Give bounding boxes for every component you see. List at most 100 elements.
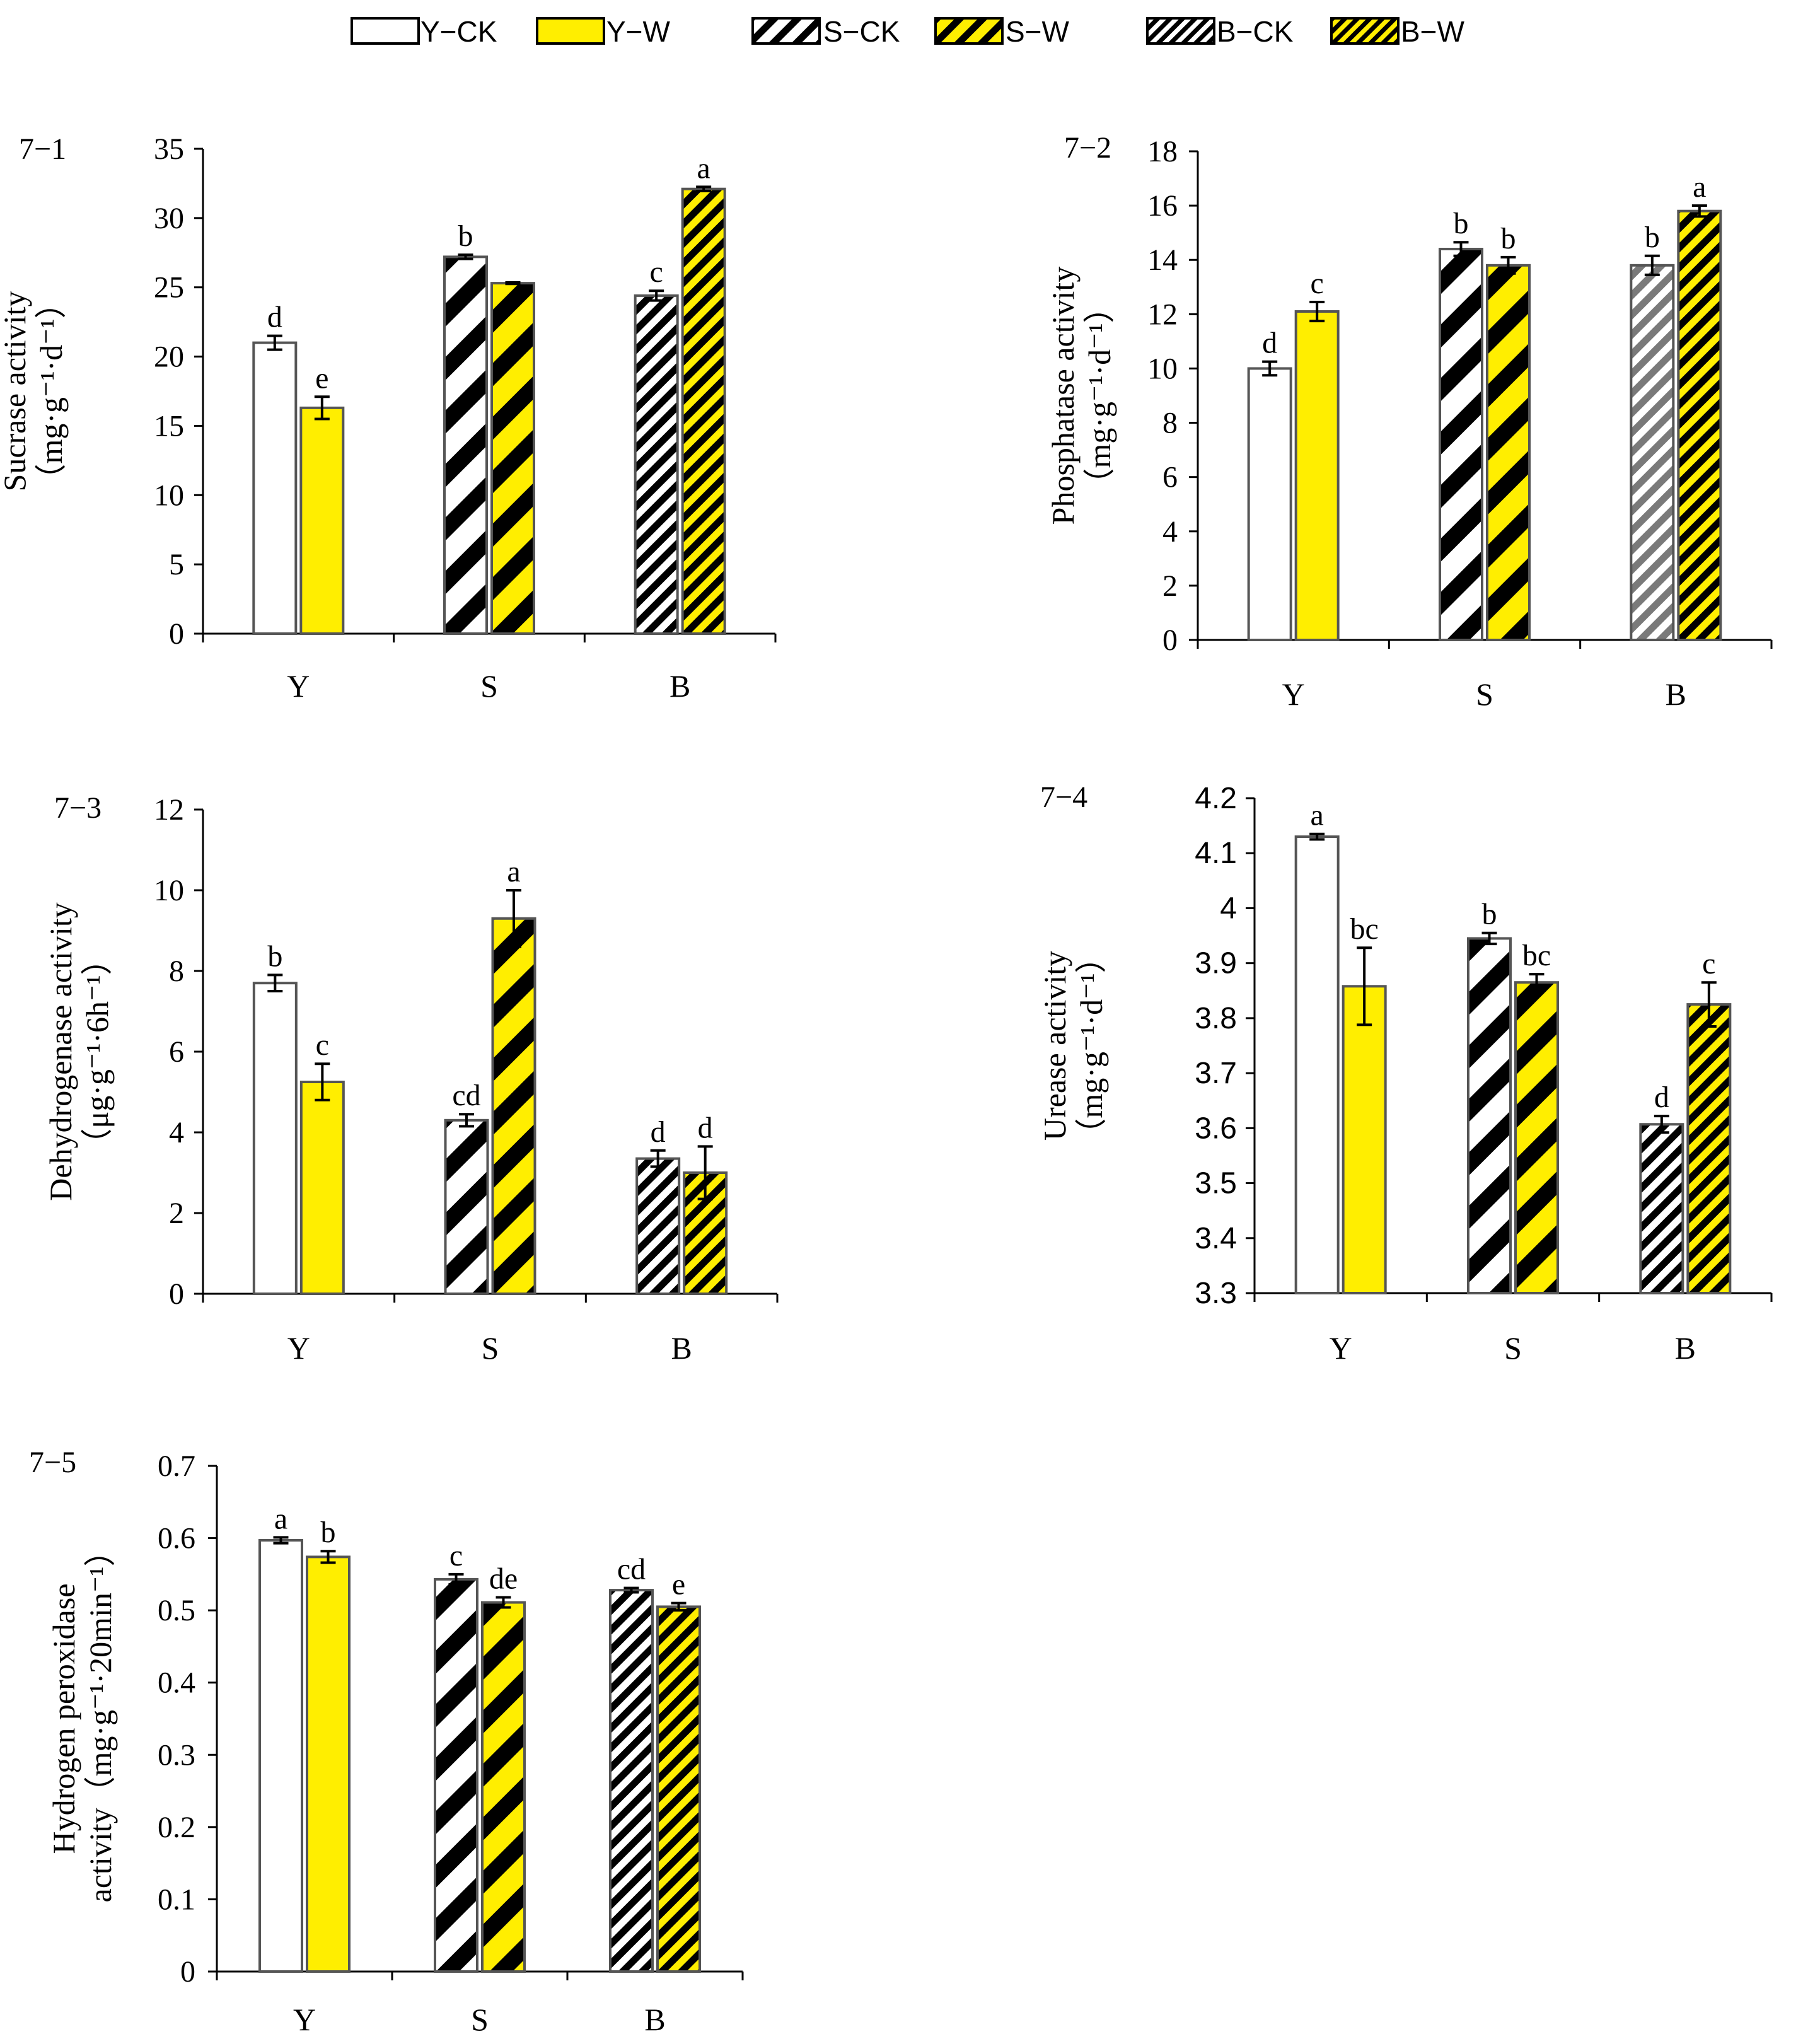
y-axis-title-line: Urease activity [1037, 951, 1072, 1141]
legend-label: B−W [1401, 15, 1465, 48]
y-tick-label: 8 [1162, 407, 1178, 440]
y-axis-title: Sucrase activity（mg·g⁻¹·d⁻¹） [0, 288, 69, 496]
legend-swatch-border [536, 17, 605, 45]
legend-swatch-border [751, 17, 821, 45]
x-category-label: S [1476, 677, 1493, 712]
significance-letter: b [1454, 207, 1469, 240]
x-category-label: S [1504, 1330, 1522, 1366]
y-tick-label: 16 [1147, 189, 1178, 223]
y-tick-label: 30 [154, 202, 184, 235]
legend-swatch-border [934, 17, 1004, 45]
significance-letter: a [507, 855, 520, 888]
x-category-label: Y [293, 2002, 316, 2037]
legend-item-6: B−W [1330, 15, 1465, 48]
y-axis-title-line: Hydrogen peroxidase [46, 1583, 81, 1854]
significance-letter: e [315, 361, 328, 395]
y-axis-title-line: Dehydrogenase activity [43, 902, 78, 1200]
y-tick-label: 0 [180, 1955, 195, 1989]
legend-item-4: S−W [934, 15, 1070, 48]
significance-letter: d [267, 301, 282, 334]
bar-B-CK: d [635, 1115, 681, 1295]
y-tick-label: 3.4 [1195, 1222, 1237, 1255]
y-tick-label: 0 [169, 1277, 184, 1311]
bar-S-CK: b [1439, 207, 1483, 641]
bar-S-CK: b [1467, 898, 1512, 1294]
legend-item-2: Y−W [536, 15, 671, 48]
bar-B-CK: b [1630, 221, 1675, 642]
bar-pattern [482, 1602, 525, 1972]
significance-letter: b [321, 1516, 336, 1549]
bar-fill [301, 1082, 344, 1294]
bar-pattern [492, 918, 535, 1294]
x-category-label: B [644, 2002, 665, 2037]
y-tick-label: 0.7 [158, 1449, 195, 1483]
y-tick-label: 4 [1220, 892, 1237, 925]
x-category-label: S [471, 2002, 489, 2037]
bar-Y-CK: a [258, 1502, 303, 1973]
significance-letter: b [458, 219, 473, 253]
significance-letter: a [1311, 799, 1324, 832]
significance-letter: de [489, 1562, 518, 1596]
legend-item-5: B−CK [1146, 15, 1294, 48]
bar-pattern [435, 1579, 477, 1972]
significance-letter: c [449, 1539, 463, 1572]
y-tick-label: 4.1 [1195, 837, 1237, 870]
bar-pattern [1678, 211, 1721, 640]
bar-Y-CK: a [1294, 799, 1340, 1294]
bar-pattern [1487, 265, 1529, 640]
legend-label: Y−W [606, 15, 671, 48]
bar-B-CK: c [634, 255, 679, 635]
y-tick-label: 12 [1147, 298, 1178, 331]
x-category-label: B [1666, 677, 1686, 712]
significance-letter: b [1645, 221, 1660, 254]
bar-S-W: a [491, 855, 536, 1296]
bar-pattern [1688, 1004, 1730, 1293]
bar-Y-W: c [1294, 267, 1340, 641]
significance-letter: e [672, 1568, 685, 1601]
y-tick-label: 10 [154, 874, 184, 907]
bar-S-W [490, 281, 535, 635]
significance-letter: d [698, 1111, 713, 1144]
legend-label: B−CK [1217, 15, 1294, 48]
bar-Y-W: e [299, 361, 345, 635]
legend-label: S−CK [823, 15, 900, 48]
x-category-label: Y [287, 668, 310, 704]
y-axis-title-line: （μg·g⁻¹·6h⁻¹） [79, 944, 115, 1160]
bar-pattern [1468, 938, 1510, 1293]
bar-B-W: d [683, 1111, 728, 1295]
y-tick-label: 20 [154, 340, 184, 374]
x-category-label: Y [287, 1330, 310, 1366]
bar-Y-CK: d [252, 301, 298, 635]
bar-S-W: de [481, 1562, 526, 1973]
significance-letter: d [1654, 1081, 1669, 1114]
legend-swatch-pattern [1147, 18, 1214, 44]
bar-pattern [445, 1120, 488, 1294]
y-axis-title-line: Phosphatase activity [1045, 267, 1081, 525]
y-tick-label: 3.6 [1195, 1112, 1237, 1145]
y-tick-label: 3.7 [1195, 1057, 1237, 1090]
chart-panel-7-4: 7−4 3.3 3.4 3.5 3.6 3.7 3.8 3.9 4 4.1 4.2 Urease ac… [1037, 781, 1773, 1366]
y-tick-label: 0.3 [158, 1738, 195, 1772]
x-category-label: S [482, 1330, 499, 1366]
panel-label: 7−1 [19, 132, 66, 166]
y-tick-label: 12 [154, 793, 184, 827]
bar-Y-W: bc [1342, 912, 1387, 1295]
bar-pattern [658, 1606, 700, 1972]
y-tick-label: 10 [1147, 352, 1178, 385]
significance-letter: cd [452, 1079, 480, 1112]
y-tick-label: 6 [169, 1035, 184, 1069]
bar-fill [301, 407, 344, 634]
legend-item-1: Y−CK [351, 15, 497, 48]
y-axis-title: Dehydrogenase activity（μg·g⁻¹·6h⁻¹） [43, 902, 115, 1200]
bar-pattern [1640, 1124, 1683, 1293]
significance-letter: a [274, 1502, 287, 1535]
y-axis-title-line: （mg·g⁻¹·d⁻¹） [1082, 292, 1117, 500]
y-axis-title: Urease activity（mg·g⁻¹·d⁻¹） [1037, 942, 1109, 1150]
x-category-label: B [671, 1330, 692, 1366]
y-axis-title-line: Sucrase activity [0, 291, 32, 492]
y-tick-label: 0 [1162, 624, 1178, 657]
bar-B-W: e [656, 1568, 701, 1973]
bar-S-CK: b [443, 219, 488, 635]
